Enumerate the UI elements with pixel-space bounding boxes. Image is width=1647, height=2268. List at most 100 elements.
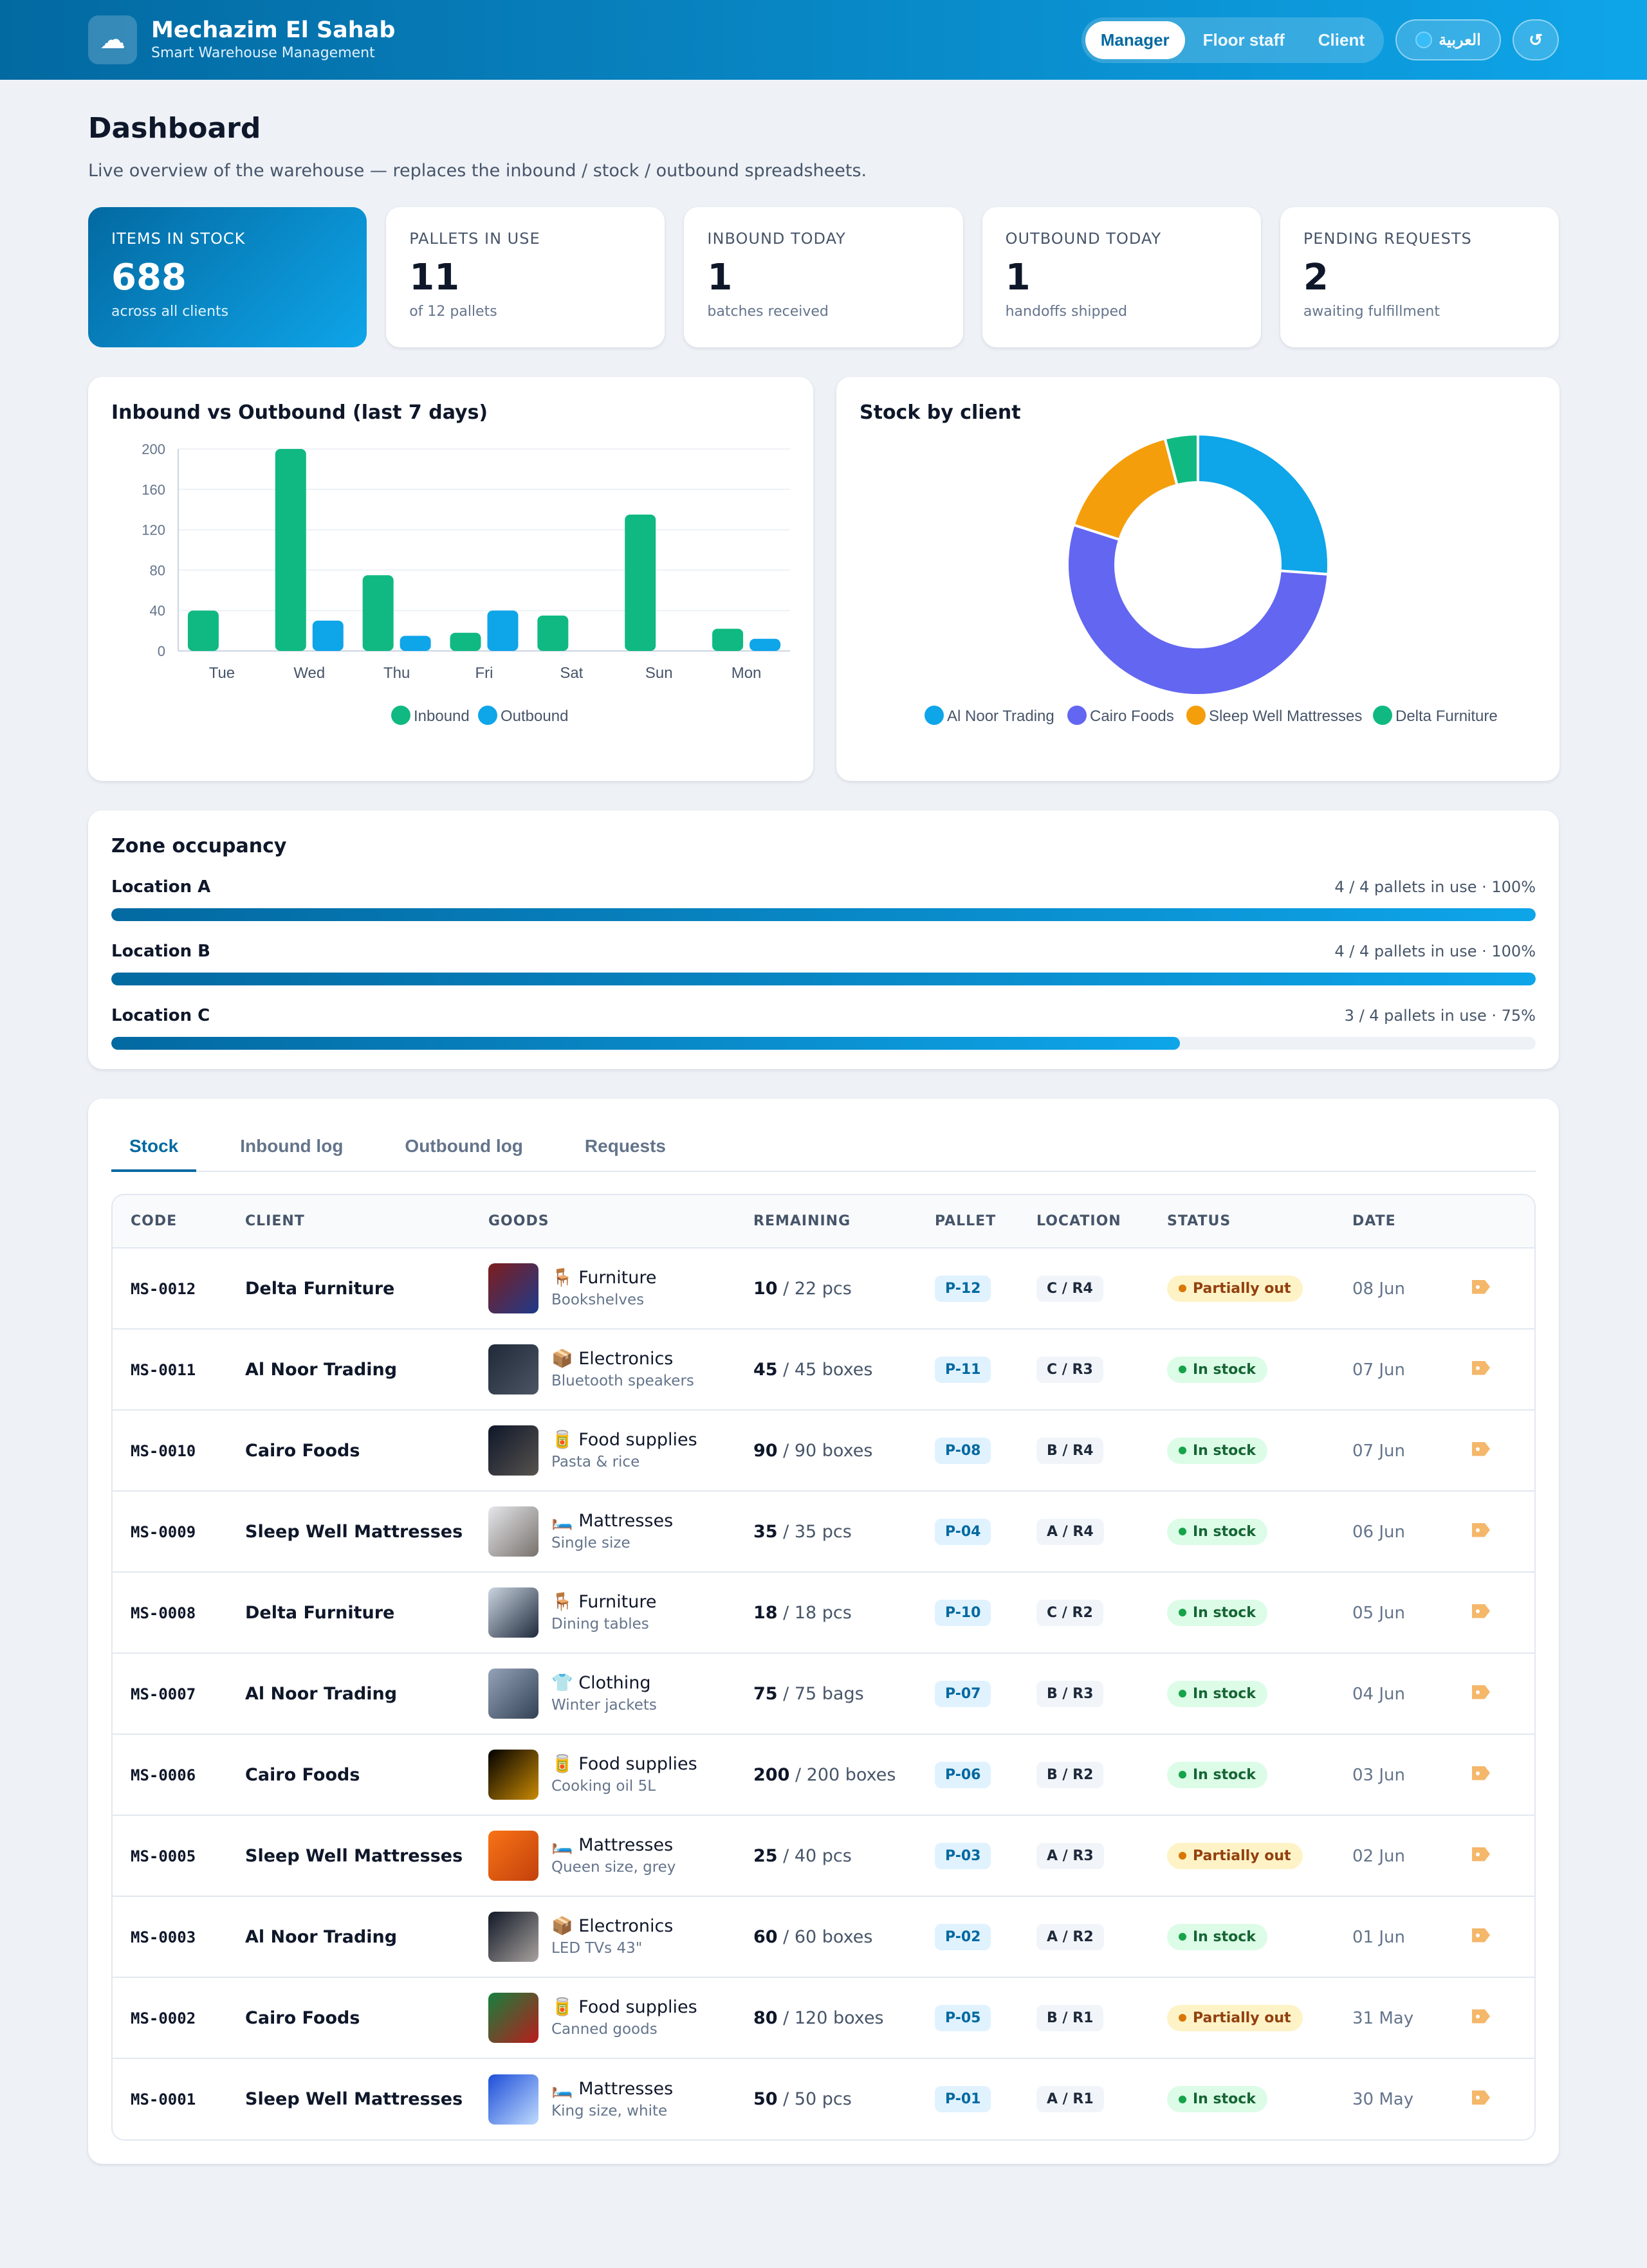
globe-icon [1415,32,1433,48]
table-row[interactable]: MS-0007 Al Noor Trading 👕 Clothing Winter j… [113,1652,1534,1734]
goods-category: Mattresses [578,2078,674,2099]
role-floor-staff-button[interactable]: Floor staff [1202,30,1285,50]
table-row[interactable]: MS-0005 Sleep Well Mattresses 🛏️ Mattresse… [113,1815,1534,1896]
category-icon: 🛏️ [551,1511,573,1531]
goods-thumbnail[interactable] [488,1912,538,1962]
label-tag-icon[interactable] [1472,2009,1490,2024]
label-tag-icon[interactable] [1472,1928,1490,1943]
category-icon: 🪑 [551,1268,573,1288]
tab-requests[interactable]: Requests [584,1136,666,1156]
status-dot [1179,1528,1186,1535]
item-code: MS-0001 [131,2090,196,2108]
client-name: Sleep Well Mattresses [245,2089,463,2109]
status-label: Partially out [1193,2009,1291,2026]
records-card: Stock Inbound log Outbound log Requests … [88,1099,1559,2164]
category-icon: 📦 [551,1349,573,1369]
bar-chart: 0 40 80 120 160 200 Tue Wed Thu Fri Sat Sun Mon Inbou… [142,441,790,725]
label-tag-icon[interactable] [1472,1766,1490,1780]
item-code: MS-0008 [131,1604,196,1622]
date: 05 Jun [1352,1603,1405,1623]
zone-progress-fill [111,1037,1180,1050]
table-row[interactable]: MS-0001 Sleep Well Mattresses 🛏️ Mattresse… [113,2058,1534,2139]
label-tag-icon[interactable] [1472,1279,1490,1294]
bar-outbound-wed [312,620,344,651]
location-badge: B / R2 [1036,1761,1104,1788]
table-row[interactable]: MS-0011 Al Noor Trading 📦 Electronics Bluet… [113,1328,1534,1410]
zone-progress-track [111,973,1536,985]
status-label: In stock [1193,2091,1256,2107]
tab-inbound-log[interactable]: Inbound log [240,1136,344,1156]
stat-note: of 12 pallets [409,304,497,320]
table-row[interactable]: MS-0008 Delta Furniture 🪑 Furniture Dining … [113,1571,1534,1653]
legend-item: Sleep Well Mattresses [1186,706,1362,725]
remaining-count: 90 [753,1440,778,1461]
role-manager-button[interactable]: Manager [1085,21,1185,59]
status-badge: In stock [1167,1437,1267,1464]
goods-thumbnail[interactable] [488,1506,538,1557]
legend-label: Outbound [501,708,568,725]
legend-swatch [1067,706,1087,725]
location-badge: A / R4 [1036,1518,1104,1545]
refresh-button[interactable]: ↺ [1513,19,1559,60]
label-tag-icon[interactable] [1472,1604,1490,1618]
item-code: MS-0002 [131,2009,196,2027]
tab-stock[interactable]: Stock [111,1136,197,1172]
x-tick-label: Sun [645,664,673,682]
goods-description: Cooking oil 5L [551,1778,656,1795]
label-tag-icon[interactable] [1472,1360,1490,1375]
label-tag-icon[interactable] [1472,1685,1490,1699]
goods-category: Clothing [578,1673,651,1693]
goods-thumbnail[interactable] [488,1750,538,1800]
table-row[interactable]: MS-0009 Sleep Well Mattresses 🛏️ Mattresse… [113,1490,1534,1572]
pallet-badge: P-06 [935,1761,991,1788]
tab-outbound-log[interactable]: Outbound log [405,1136,523,1156]
x-tick-label: Fri [475,664,493,682]
pallet-badge: P-07 [935,1680,991,1707]
slice-al-noor-trading [1197,432,1330,576]
goods-cell: 🥫 Food supplies Pasta & rice [488,1425,735,1476]
goods-thumbnail[interactable] [488,1425,538,1476]
bar-outbound-thu [400,636,431,651]
item-code: MS-0006 [131,1766,196,1784]
stat-label: PENDING REQUESTS [1303,230,1472,248]
goods-thumbnail[interactable] [488,2074,538,2125]
category-icon: 👕 [551,1673,573,1693]
status-dot [1179,1852,1186,1860]
goods-description: LED TVs 43" [551,1940,643,1957]
goods-thumbnail[interactable] [488,1344,538,1395]
goods-thumbnail[interactable] [488,1831,538,1881]
language-button[interactable]: العربية [1395,19,1501,60]
goods-thumbnail[interactable] [488,1587,538,1638]
table-row[interactable]: MS-0003 Al Noor Trading 📦 Electronics LED T… [113,1896,1534,1977]
status-dot [1179,1447,1186,1454]
goods-thumbnail[interactable] [488,1263,538,1313]
role-client-button[interactable]: Client [1318,30,1365,50]
goods-thumbnail[interactable] [488,1669,538,1719]
stat-inbound-today: INBOUND TODAY 1 batches received [684,207,963,347]
location-badge: C / R2 [1036,1599,1103,1626]
table-row[interactable]: MS-0010 Cairo Foods 🥫 Food supplies Pasta &… [113,1409,1534,1491]
table-row[interactable]: MS-0006 Cairo Foods 🥫 Food supplies Cooking… [113,1733,1534,1815]
location-badge: A / R2 [1036,1923,1104,1950]
label-tag-icon[interactable] [1472,1441,1490,1456]
y-tick-label: 160 [142,482,165,498]
status-dot [1179,1366,1186,1373]
label-tag-icon[interactable] [1472,2090,1490,2105]
legend-item: Cairo Foods [1067,706,1174,725]
goods-category: Food supplies [578,1754,697,1774]
zone-progress-fill [111,973,1536,985]
client-name: Al Noor Trading [245,1359,398,1380]
stat-pallets-in-use: PALLETS IN USE 11 of 12 pallets [386,207,665,347]
table-row[interactable]: MS-0012 Delta Furniture 🪑 Furniture Bookshe… [113,1247,1534,1329]
legend-label: Sleep Well Mattresses [1209,708,1362,725]
goods-category: Mattresses [578,1835,674,1855]
label-tag-icon[interactable] [1472,1847,1490,1861]
item-code: MS-0010 [131,1441,196,1460]
y-tick-label: 120 [142,522,165,538]
pallet-badge: P-12 [935,1275,991,1302]
label-tag-icon[interactable] [1472,1523,1490,1537]
goods-category: Mattresses [578,1511,674,1531]
table-row[interactable]: MS-0002 Cairo Foods 🥫 Food supplies Canned … [113,1977,1534,2058]
location-badge: C / R4 [1036,1275,1103,1302]
goods-thumbnail[interactable] [488,1993,538,2043]
